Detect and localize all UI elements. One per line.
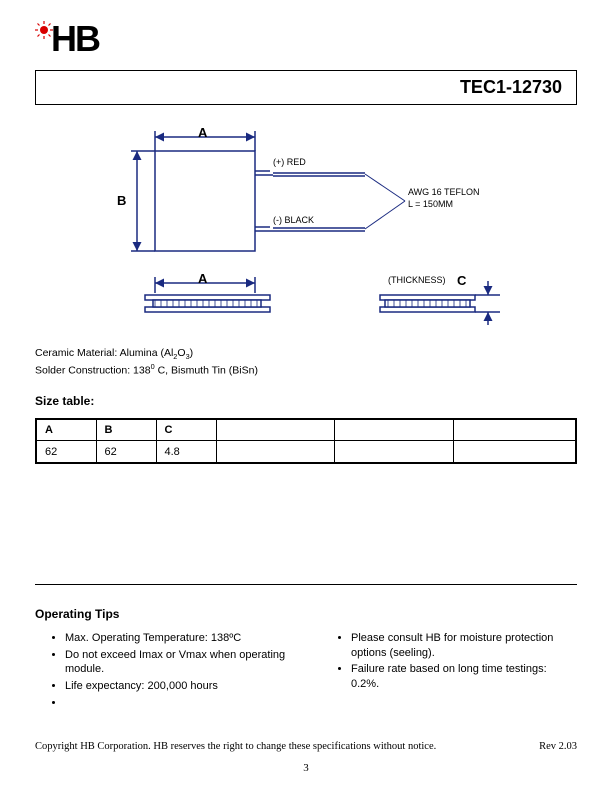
col-blank-1: [216, 419, 335, 441]
dimension-diagram: A B A (+) RED (-) BLACK AWG 16 TEFLON L …: [105, 123, 525, 343]
col-blank-2: [335, 419, 454, 441]
tips-left-col: Max. Operating Temperature: 138ºC Do not…: [35, 631, 291, 713]
tip-item: Please consult HB for moisture protectio…: [351, 631, 577, 661]
tip-item: Failure rate based on long time testings…: [351, 662, 577, 692]
size-table: A B C 62 62 4.8: [35, 418, 577, 464]
wire-spec-2: L = 150MM: [408, 199, 453, 209]
footer: Copyright HB Corporation. HB reserves th…: [35, 741, 577, 752]
logo: HB: [35, 18, 99, 60]
sun-icon: [35, 21, 53, 39]
red-wire-label: (+) RED: [273, 157, 306, 167]
tip-item: Do not exceed Imax or Vmax when operatin…: [65, 648, 291, 678]
material-info: Ceramic Material: Alumina (Al2O3) Solder…: [35, 347, 577, 378]
part-number: TEC1-12730: [50, 77, 562, 98]
dim-c-label: C: [457, 273, 466, 288]
black-wire-label: (-) BLACK: [273, 215, 314, 225]
tips-columns: Max. Operating Temperature: 138ºC Do not…: [35, 631, 577, 713]
copyright-text: Copyright HB Corporation. HB reserves th…: [35, 741, 436, 752]
thickness-label: (THICKNESS): [388, 275, 446, 285]
col-blank-3: [454, 419, 576, 441]
page-number: 3: [0, 762, 612, 774]
revision-text: Rev 2.03: [539, 741, 577, 752]
dim-b-label: B: [117, 193, 126, 208]
ceramic-line: Ceramic Material: Alumina (Al2O3): [35, 347, 577, 362]
col-a: A: [36, 419, 96, 441]
table-row: 62 62 4.8: [36, 441, 576, 463]
operating-tips-heading: Operating Tips: [35, 607, 577, 621]
logo-text: HB: [51, 18, 99, 60]
tip-item: Life expectancy: 200,000 hours: [65, 679, 291, 694]
solder-line: Solder Construction: 1380 C, Bismuth Tin…: [35, 362, 577, 378]
tips-right-col: Please consult HB for moisture protectio…: [321, 631, 577, 713]
section-divider: [35, 584, 577, 585]
part-number-box: TEC1-12730: [35, 70, 577, 105]
table-header-row: A B C: [36, 419, 576, 441]
dim-a2-label: A: [198, 271, 207, 286]
tip-item: Max. Operating Temperature: 138ºC: [65, 631, 291, 646]
size-table-heading: Size table:: [35, 394, 577, 408]
dim-a-label: A: [198, 125, 207, 140]
wire-spec-1: AWG 16 TEFLON: [408, 187, 480, 197]
tip-item: [65, 696, 291, 711]
col-b: B: [96, 419, 156, 441]
col-c: C: [156, 419, 216, 441]
